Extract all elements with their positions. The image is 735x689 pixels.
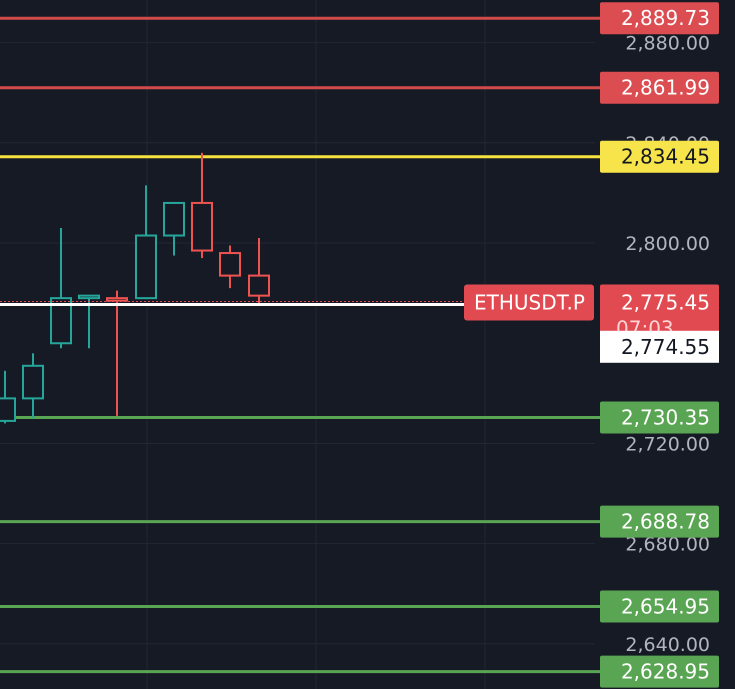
candle-body [248,274,270,297]
grid [0,0,595,689]
level-label: 2,889.73 [621,6,710,30]
level-label: 2,834.45 [621,145,710,169]
y-tick-label: 2,640.00 [625,634,710,656]
level-label: 2,861.99 [621,76,710,100]
level-badge [600,590,719,623]
level-label: 2,688.78 [621,510,710,534]
level-lines [0,16,600,674]
candle-body [219,252,241,277]
candle-body [191,201,213,252]
y-tick-label: 2,720.00 [625,433,710,455]
y-tick-label: 2,880.00 [625,33,710,55]
candle-body [163,201,185,237]
crosshair-badge [600,330,719,363]
level-badge [600,505,719,538]
level-badge [600,2,719,35]
level-label: 2,628.95 [621,660,710,684]
candle-body [0,397,16,422]
level-badge [600,655,719,688]
symbol-label: ETHUSDT.P [474,291,585,315]
level-badge [600,140,719,173]
candle-body [78,294,100,300]
candle-body [135,234,157,300]
candle-body [50,297,72,345]
y-tick-label: 2,800.00 [625,233,710,255]
symbol-badge [464,284,594,321]
y-tick-label: 2,680.00 [625,534,710,556]
last-price-label: 2,775.45 [621,291,710,315]
candle-body [106,297,128,302]
level-badge [600,71,719,104]
level-label: 2,730.35 [621,406,710,430]
crosshair-label: 2,774.55 [621,335,710,359]
candles [0,152,270,424]
last-price-badge [600,284,719,345]
level-badge [600,401,719,434]
level-label: 2,654.95 [621,594,710,618]
last-price-line [0,301,470,307]
candle-body [22,364,44,400]
level-badges: 2,889.73 2,861.99 2,834.45 2,730.35 2,688.78… [464,2,719,688]
